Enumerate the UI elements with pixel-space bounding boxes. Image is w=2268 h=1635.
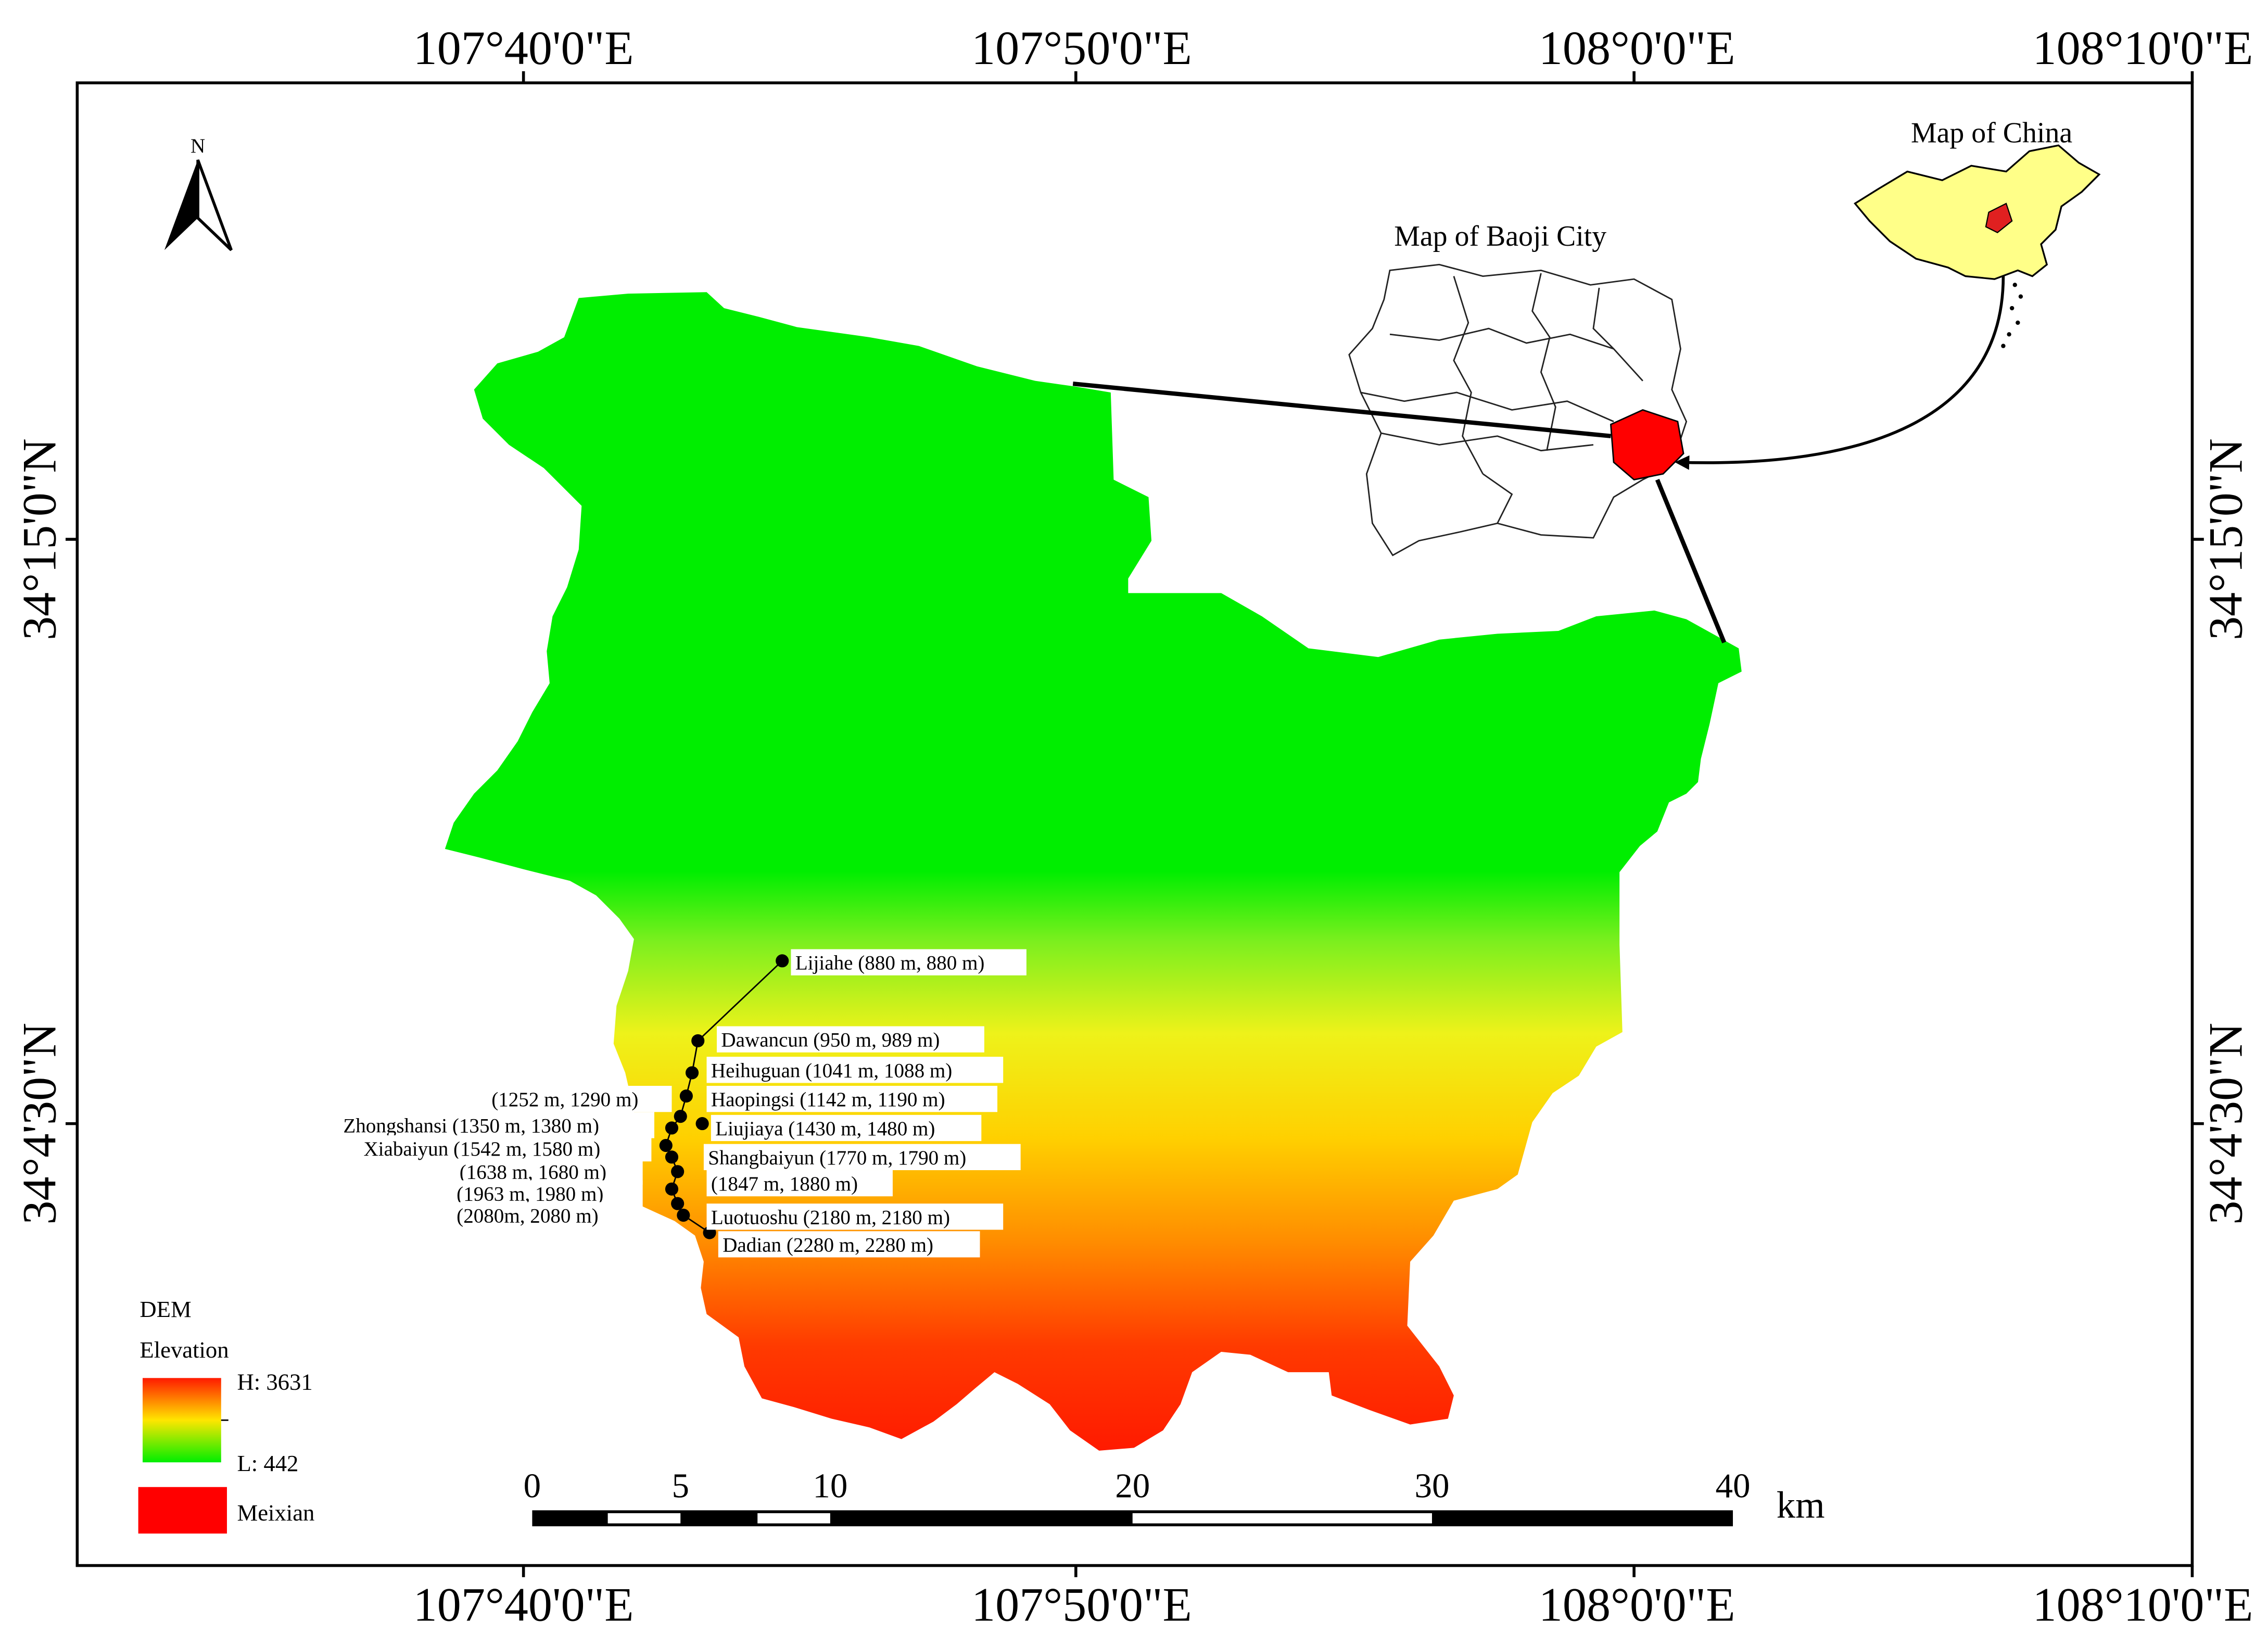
site-point[interactable] [665, 1182, 679, 1196]
legend-subtitle: Elevation [140, 1337, 229, 1363]
scale-tick-label: 10 [813, 1466, 847, 1505]
site-label: (1638 m, 1680 m) [460, 1161, 606, 1184]
site-label: Xiabaiyun (1542 m, 1580 m) [363, 1138, 600, 1160]
meixian-highlight [1610, 409, 1684, 481]
site-label: (2080m, 2080 m) [457, 1205, 598, 1227]
site-point[interactable] [674, 1110, 687, 1123]
north-label: N [191, 135, 205, 157]
site-markers [659, 954, 789, 1239]
site-label: (1252 m, 1290 m) [491, 1088, 638, 1111]
lon-label-top-1: 107°40'0"E [413, 21, 634, 74]
site-point[interactable] [679, 1089, 693, 1103]
scale-tick-label: 30 [1414, 1466, 1449, 1505]
graticule-ticks [65, 71, 2204, 1577]
legend-high-label: H: 3631 [237, 1369, 313, 1395]
scale-unit-label: km [1777, 1484, 1825, 1526]
lat-label-right-2: 34°4'30"N [2199, 1023, 2252, 1225]
scale-tick-label: 0 [524, 1466, 541, 1505]
site-label: Dadian (2280 m, 2280 m) [723, 1234, 933, 1256]
lon-label-top-3: 108°0'0"E [1539, 21, 1735, 74]
site-label: Dawancun (950 m, 989 m) [721, 1029, 940, 1051]
site-point[interactable] [665, 1150, 679, 1164]
site-point[interactable] [659, 1138, 673, 1152]
scale-tick-label: 5 [671, 1466, 689, 1505]
baoji-inset-map [1348, 263, 1688, 556]
site-label: Luotuoshu (2180 m, 2180 m) [711, 1206, 950, 1228]
site-point[interactable] [691, 1034, 705, 1048]
china-islands [2001, 283, 2023, 348]
baoji-inset-title: Map of Baoji City [1394, 220, 1606, 252]
site-point[interactable] [665, 1121, 679, 1135]
lat-label-right-1: 34°15'0"N [2199, 438, 2252, 640]
legend-title: DEM [140, 1296, 191, 1322]
site-label: (1847 m, 1880 m) [711, 1173, 858, 1195]
connector-curve-china [1675, 276, 2005, 470]
legend-region-label: Meixian [237, 1500, 315, 1526]
connector-line-top [1072, 382, 1611, 438]
lat-label-left-2: 34°4'30"N [12, 1023, 66, 1225]
site-labels: Lijiahe (880 m, 880 m) Dawancun (950 m, … [340, 949, 1027, 1258]
site-label: Lijiahe (880 m, 880 m) [795, 952, 985, 974]
site-label: Zhongshansi (1350 m, 1380 m) [343, 1114, 599, 1137]
china-inset-title: Map of China [1911, 117, 2072, 149]
china-inset-map [1854, 144, 2101, 280]
site-label: Shangbaiyun (1770 m, 1790 m) [708, 1147, 966, 1169]
lon-label-top-4: 108°10'0"E [2033, 21, 2253, 74]
scale-tick-label: 20 [1115, 1466, 1150, 1505]
legend-gradient-swatch [143, 1378, 221, 1463]
legend: DEM Elevation H: 3631 L: 442 Meixian [138, 1296, 315, 1534]
site-point[interactable] [695, 1117, 709, 1131]
site-point[interactable] [677, 1208, 690, 1222]
site-point[interactable] [776, 954, 789, 968]
site-label: (1963 m, 1980 m) [457, 1183, 603, 1206]
lon-label-bottom-1: 107°40'0"E [413, 1578, 634, 1631]
scale-bar: 0 5 10 20 30 40 km [524, 1466, 1825, 1527]
lat-label-left-1: 34°15'0"N [12, 438, 66, 640]
site-point[interactable] [671, 1197, 685, 1210]
site-label: Haopingsi (1142 m, 1190 m) [711, 1088, 945, 1111]
site-point[interactable] [671, 1165, 685, 1178]
site-label: Liujiaya (1430 m, 1480 m) [715, 1118, 935, 1140]
connector-line-bottom [1655, 478, 1727, 643]
lon-label-bottom-2: 107°50'0"E [971, 1578, 1192, 1631]
lon-label-top-2: 107°50'0"E [971, 21, 1192, 74]
site-point[interactable] [686, 1066, 699, 1080]
lon-label-bottom-3: 108°0'0"E [1539, 1578, 1735, 1631]
lon-label-bottom-4: 108°10'0"E [2033, 1578, 2253, 1631]
legend-low-label: L: 442 [237, 1450, 299, 1476]
north-arrow-icon: N [164, 135, 233, 251]
scale-tick-label: 40 [1716, 1466, 1751, 1505]
legend-region-swatch [138, 1487, 227, 1534]
shaanxi-highlight [1985, 202, 2013, 234]
site-label: Heihuguan (1041 m, 1088 m) [711, 1059, 952, 1082]
